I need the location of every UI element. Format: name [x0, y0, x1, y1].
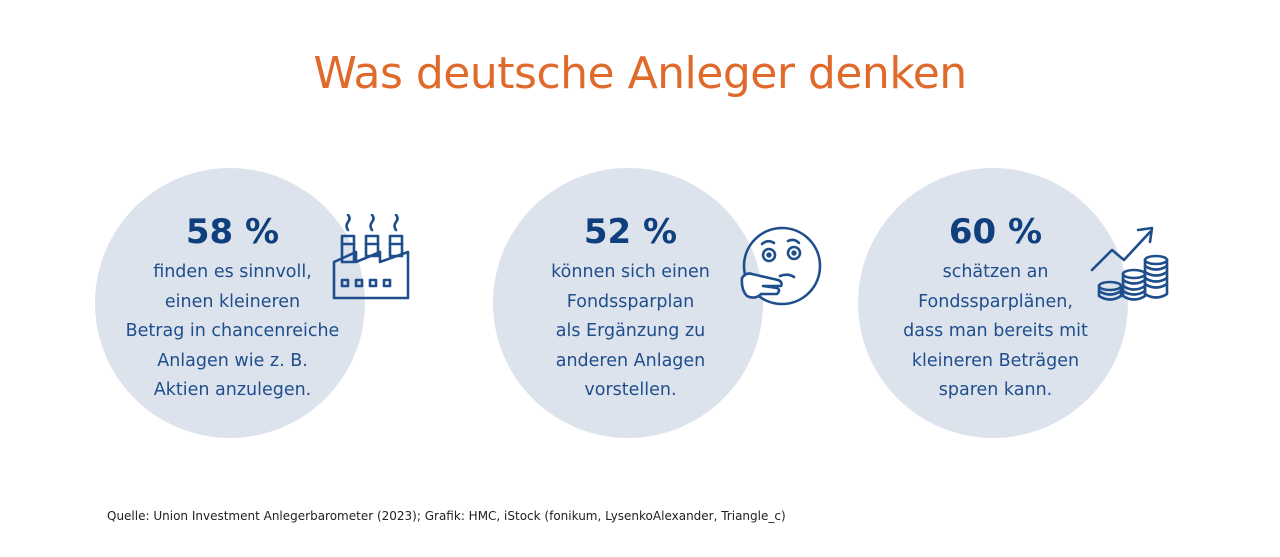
stat-block-1: 58 % finden es sinnvoll, einen kleineren… — [100, 212, 365, 406]
stat-line: einen kleineren — [164, 291, 301, 312]
stat-line: können sich einen — [551, 262, 710, 282]
stat-line: Fondssparplänen, — [918, 291, 1073, 312]
stat-line: anderen Anlagen — [555, 350, 706, 371]
stat-line: Fondssparplan — [566, 291, 695, 312]
factory-icon — [332, 214, 410, 300]
stat-circle-2 — [493, 168, 763, 438]
stat-line: Betrag in chancenreiche — [125, 321, 340, 341]
stat-line: vorstellen. — [584, 380, 677, 400]
stat-circle-1 — [95, 168, 365, 438]
stat-percent: 58 % — [185, 212, 280, 252]
thinking-face-icon — [740, 226, 822, 306]
stat-line: als Ergänzung zu — [555, 321, 706, 341]
stat-block-2: 52 % können sich einen Fondssparplan als… — [498, 212, 763, 406]
stat-percent: 52 % — [583, 212, 678, 252]
stat-line: Aktien anzulegen. — [153, 380, 312, 400]
page-title: Was deutsche Anleger denken — [313, 48, 967, 99]
stat-line: sparen kann. — [938, 380, 1053, 400]
stat-line: schätzen an — [942, 262, 1049, 282]
stat-block-3: 60 % schätzen an Fondssparplänen, dass m… — [863, 212, 1128, 406]
stat-line: kleineren Beträgen — [911, 350, 1080, 371]
source-note: Quelle: Union Investment Anlegerbaromete… — [107, 509, 786, 523]
coins-growth-icon — [1090, 226, 1169, 301]
stat-line: finden es sinnvoll, — [153, 262, 312, 282]
stat-line: dass man bereits mit — [903, 321, 1088, 341]
stat-circle-3 — [858, 168, 1128, 438]
stat-line: Anlagen wie z. B. — [157, 350, 308, 371]
stat-percent: 60 % — [948, 212, 1043, 252]
